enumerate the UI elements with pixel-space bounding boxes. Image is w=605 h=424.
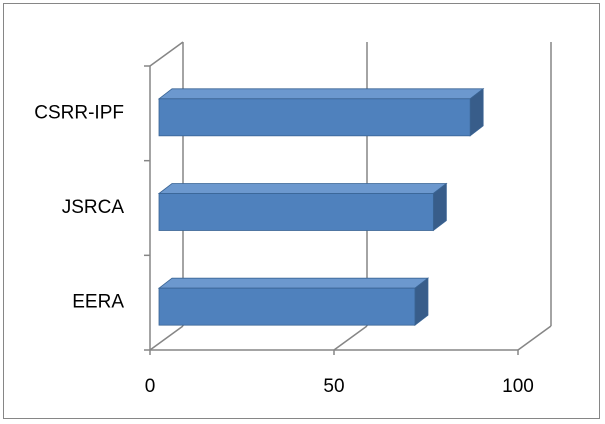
bar-top-face	[157, 88, 485, 100]
value-tick-label: 100	[502, 376, 534, 397]
bar	[157, 182, 448, 232]
category-label: JSRCA	[62, 197, 125, 218]
bar-top-face	[157, 277, 430, 289]
value-tick-label: 50	[323, 376, 344, 397]
value-tick-label: 0	[145, 376, 156, 397]
axes	[144, 41, 519, 355]
bar-top-face	[157, 183, 448, 194]
bar	[157, 88, 485, 137]
labels: EERA JSRCA CSRR-IPF 0 50 100	[34, 102, 534, 397]
bar-front-face	[158, 287, 416, 326]
bar-front-face	[158, 193, 434, 231]
floor-gridline	[517, 325, 552, 351]
bar	[157, 277, 430, 326]
floor-gridline	[149, 325, 184, 351]
floor-gridline	[333, 325, 368, 351]
category-label: CSRR-IPF	[34, 102, 124, 123]
bar-front-face	[158, 98, 471, 137]
side-wall-top	[149, 41, 184, 67]
category-label: EERA	[72, 292, 124, 313]
bars	[157, 88, 485, 326]
